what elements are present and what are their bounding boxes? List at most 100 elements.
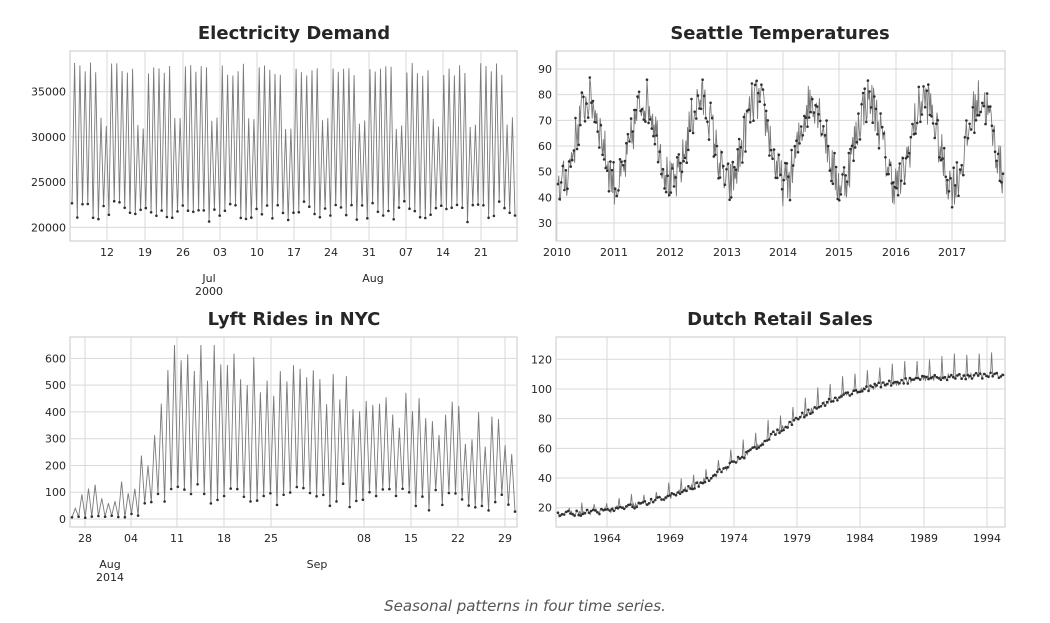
data-point [620, 506, 624, 510]
data-point [668, 494, 672, 497]
data-point [888, 163, 892, 167]
data-point [598, 146, 601, 149]
data-point [691, 487, 694, 491]
data-point [594, 509, 597, 512]
data-point [956, 374, 959, 377]
data-point [752, 119, 755, 122]
data-point [910, 378, 914, 381]
data-point [604, 166, 607, 170]
data-point [933, 373, 936, 377]
data-point [582, 95, 585, 99]
data-point [925, 89, 928, 92]
data-point [863, 387, 866, 391]
data-point [914, 132, 917, 135]
data-point [710, 116, 714, 120]
y-tick-label: 70 [538, 114, 552, 127]
data-point [413, 209, 417, 213]
data-point [935, 375, 939, 379]
x-minor-label: Aug 2014 [96, 558, 124, 584]
data-point [269, 492, 272, 495]
data-point [661, 167, 665, 171]
data-point [817, 405, 821, 409]
data-point [335, 500, 338, 503]
data-point [790, 423, 794, 427]
data-point [901, 156, 905, 160]
data-point [647, 502, 651, 505]
data-point [594, 121, 598, 124]
data-point [834, 396, 837, 400]
data-point [706, 120, 709, 124]
data-point [883, 383, 887, 387]
data-point [644, 120, 647, 123]
data-point [834, 165, 838, 169]
data-point [902, 382, 905, 385]
data-point [628, 140, 631, 143]
data-point [408, 207, 411, 210]
data-point [663, 187, 666, 190]
data-point [213, 208, 216, 211]
x-tick-label: 26 [176, 246, 190, 259]
data-point [873, 382, 876, 386]
data-point [374, 494, 378, 498]
data-point [946, 178, 949, 182]
data-point [83, 516, 87, 519]
data-point [983, 372, 986, 376]
data-point [571, 513, 574, 516]
data-point [612, 509, 616, 513]
data-point [831, 182, 835, 185]
data-point [958, 373, 961, 376]
data-point [923, 375, 926, 378]
data-point [613, 187, 617, 190]
data-point [729, 196, 733, 199]
data-point [971, 106, 975, 109]
data-point [937, 377, 941, 380]
data-point [647, 121, 650, 125]
data-point [968, 374, 972, 378]
x-tick-label: 2011 [600, 246, 628, 259]
x-tick-label: 21 [474, 246, 488, 259]
data-point [798, 415, 802, 419]
data-point [633, 507, 636, 510]
data-point [648, 118, 652, 121]
data-point [612, 161, 615, 164]
data-point [587, 511, 591, 515]
data-point [315, 495, 318, 498]
data-point [626, 132, 630, 136]
data-point [239, 216, 243, 220]
data-point [302, 200, 306, 203]
data-point [737, 137, 741, 141]
data-point [143, 502, 146, 505]
data-point [678, 492, 682, 496]
data-point [846, 391, 850, 394]
data-point [589, 509, 593, 513]
data-point [965, 119, 968, 122]
data-point [749, 448, 752, 451]
data-point [144, 206, 148, 210]
data-point [784, 425, 787, 429]
data-point [637, 501, 640, 505]
data-point [693, 487, 696, 490]
data-point [930, 115, 933, 118]
data-point [868, 90, 871, 93]
data-point [722, 164, 725, 168]
data-point [556, 511, 560, 514]
data-point [70, 202, 74, 205]
y-tick-label: 20000 [31, 221, 66, 234]
data-point [852, 159, 855, 162]
data-point [699, 481, 703, 484]
ticks-lyft: 0 100 200 300 400 500 600 28 04 11 18 25 08 15 22 29 Aug… [45, 352, 512, 584]
data-point [780, 187, 784, 191]
data-point [759, 444, 763, 447]
data-point [563, 188, 566, 192]
data-point [328, 504, 332, 508]
data-point [91, 216, 95, 220]
data-point [623, 159, 627, 163]
data-point [992, 129, 995, 132]
data-point [606, 169, 609, 172]
data-point [736, 148, 739, 151]
data-point [672, 185, 676, 188]
data-point [889, 384, 893, 387]
chart-title-lyft: Lyft Rides in NYC [208, 309, 381, 330]
data-point [923, 105, 927, 109]
